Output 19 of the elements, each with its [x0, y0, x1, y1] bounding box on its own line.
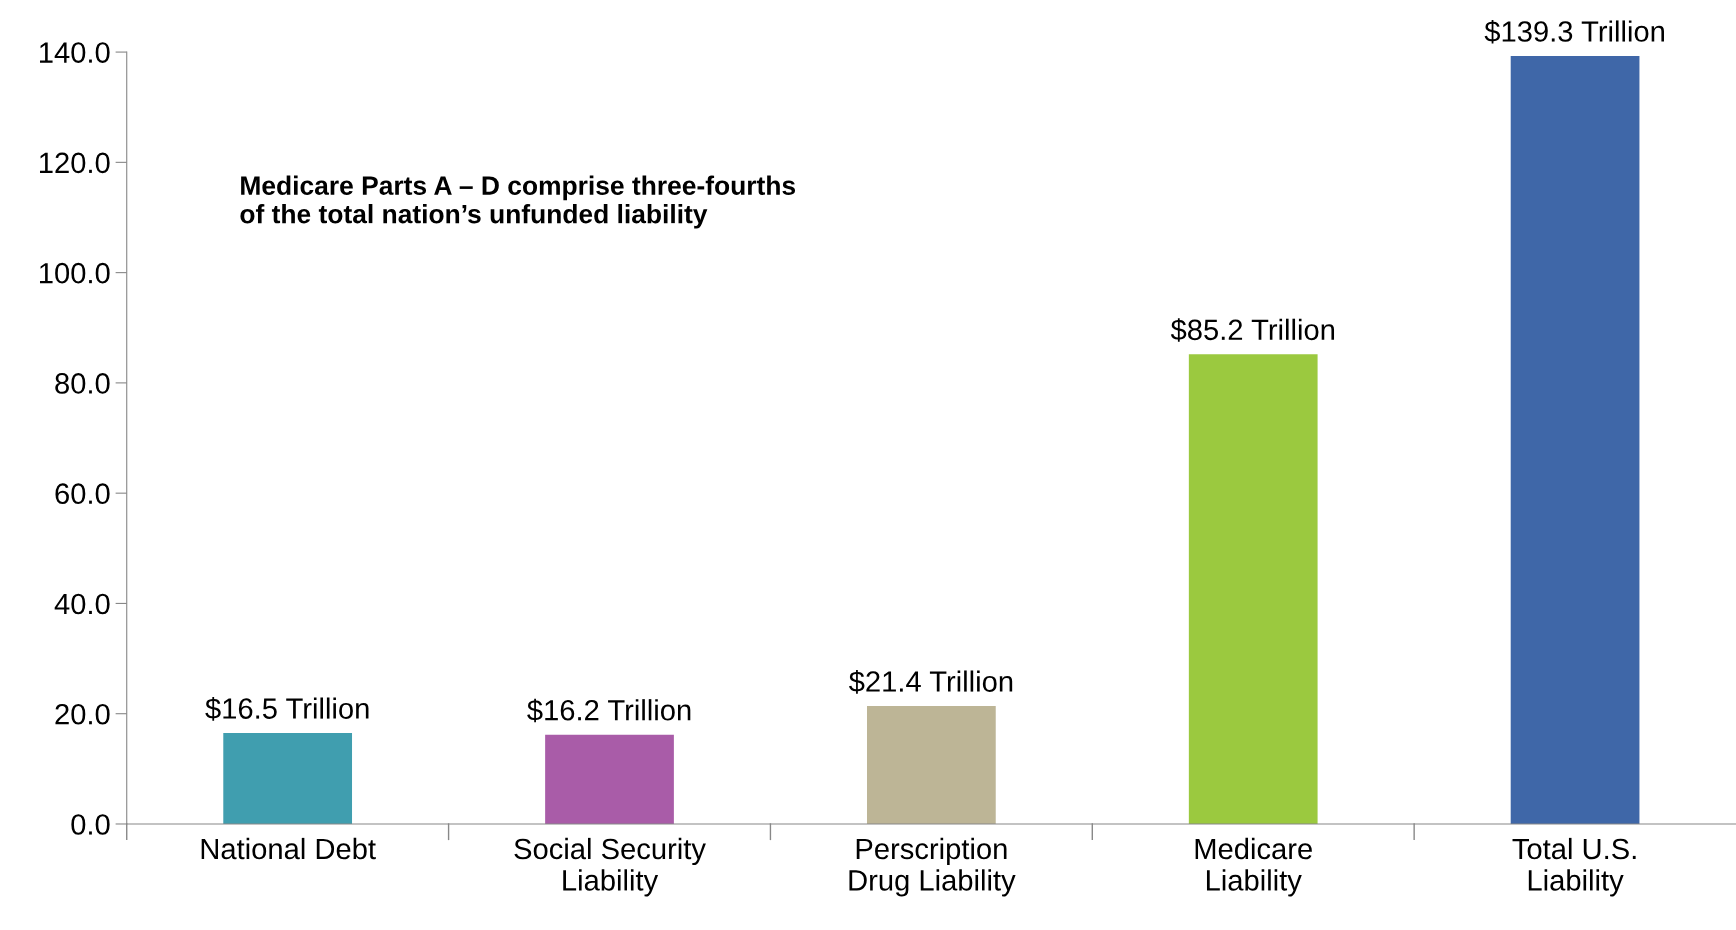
y-tick-label: 40.0 — [54, 593, 110, 615]
data-label: $139.3 Trillion — [1484, 19, 1664, 44]
x-tick-label: Total U.S. Liability — [1512, 837, 1636, 897]
data-label: $21.4 Trillion — [849, 670, 1013, 694]
x-tick-label: Social Security Liability — [514, 837, 706, 897]
y-tick-label: 100.0 — [40, 262, 110, 284]
data-label: $16.5 Trillion — [205, 697, 369, 721]
y-tick-label: 140.0 — [40, 42, 110, 63]
annotation: Medicare Parts A – D comprise three-fourths of the total nation’s unfunded liability — [240, 175, 796, 229]
y-tick-label: 20.0 — [55, 703, 110, 725]
y-tick-label: 120.0 — [40, 152, 110, 174]
y-tick-label: 0.0 — [71, 814, 110, 835]
data-label: $16.2 Trillion — [527, 698, 691, 723]
x-tick-label: National Debt — [201, 837, 376, 860]
y-tick-label: 80.0 — [55, 373, 110, 394]
data-label: $85.2 Trillion — [1170, 318, 1335, 342]
x-tick-label: Medicare Liability — [1195, 837, 1312, 897]
x-tick-label: Perscription Drug Liability — [849, 837, 1016, 897]
y-tick-label: 60.0 — [55, 483, 110, 505]
